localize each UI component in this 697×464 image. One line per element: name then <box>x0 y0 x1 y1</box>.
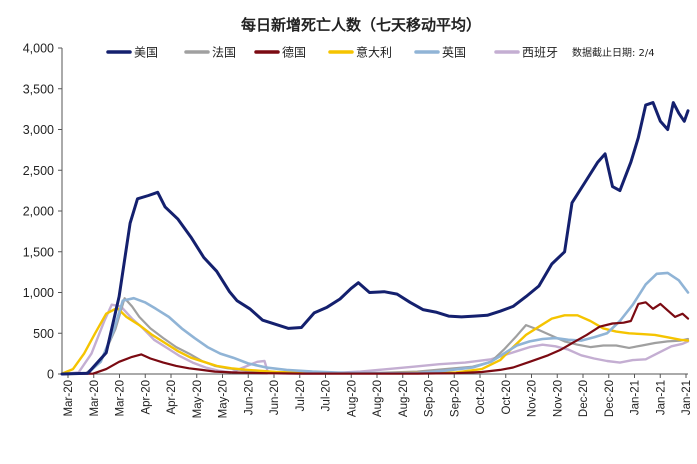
x-tick-label: Mar-20 <box>115 380 127 416</box>
x-tick-label: Aug-20 <box>398 380 410 417</box>
y-tick-label: 2,500 <box>23 164 54 178</box>
legend-label: 德国 <box>282 45 306 60</box>
y-tick-label: 4,000 <box>23 42 54 56</box>
x-tick-label: Sep-20 <box>449 380 461 417</box>
x-tick-label: Dec-20 <box>578 380 590 417</box>
x-tick-label: Oct-20 <box>475 380 487 415</box>
x-tick-label: Aug-20 <box>346 380 358 417</box>
x-tick-label: Apr-20 <box>140 380 152 415</box>
x-tick-label: Jan-21 <box>681 380 693 415</box>
y-axis: 0 500 1,000 1,500 2,000 2,500 3,000 3,500 4,000 <box>23 42 63 382</box>
series-line-0 <box>60 101 690 376</box>
x-tick-label: Mar-20 <box>89 380 101 416</box>
x-tick-label: Jun-20 <box>243 380 255 415</box>
plot-area <box>60 101 690 376</box>
x-tick-label: Jul-20 <box>321 380 333 411</box>
x-tick-label: Nov-20 <box>527 380 539 417</box>
x-tick-label: Mar-20 <box>63 380 75 416</box>
x-tick-label: Jul-20 <box>295 380 307 411</box>
y-tick-label: 0 <box>47 368 54 382</box>
x-tick-label: May-20 <box>218 380 230 418</box>
x-tick-label: Dec-20 <box>604 380 616 417</box>
legend-label: 法国 <box>212 46 236 60</box>
legend: 美国 法国 德国 意大利 英国 西班牙 <box>106 45 558 60</box>
y-tick-label: 3,000 <box>23 123 54 137</box>
x-tick-label: Nov-20 <box>552 380 564 417</box>
x-tick-label: Jun-20 <box>269 380 281 415</box>
x-tick-label: Oct-20 <box>501 380 513 415</box>
date-note: 数据截止日期: 2/4 <box>572 46 655 59</box>
x-tick-label: Jan-21 <box>655 380 667 415</box>
x-tick-label: May-20 <box>192 380 204 418</box>
series-line-2 <box>60 301 690 376</box>
y-tick-label: 3,500 <box>23 82 54 96</box>
series-line-1 <box>60 297 690 376</box>
legend-label: 美国 <box>134 46 158 60</box>
x-tick-label: Aug-20 <box>372 380 384 417</box>
y-tick-label: 500 <box>33 327 54 341</box>
legend-label: 西班牙 <box>522 46 558 60</box>
y-tick-label: 1,500 <box>23 245 54 259</box>
x-axis: Mar-20 Mar-20 Mar-20 Apr-20 Apr-20 May-20 May-… <box>62 373 693 418</box>
legend-label: 意大利 <box>356 45 392 60</box>
chart-title: 每日新增死亡人数（七天移动平均） <box>241 16 481 34</box>
x-tick-label: Sep-20 <box>424 380 436 417</box>
legend-label: 英国 <box>442 46 466 60</box>
x-tick-label: Jan-21 <box>630 380 642 415</box>
y-tick-label: 2,000 <box>23 205 54 219</box>
y-tick-label: 1,000 <box>23 286 54 300</box>
x-tick-label: Apr-20 <box>166 380 178 415</box>
series-line-5 <box>60 303 690 376</box>
